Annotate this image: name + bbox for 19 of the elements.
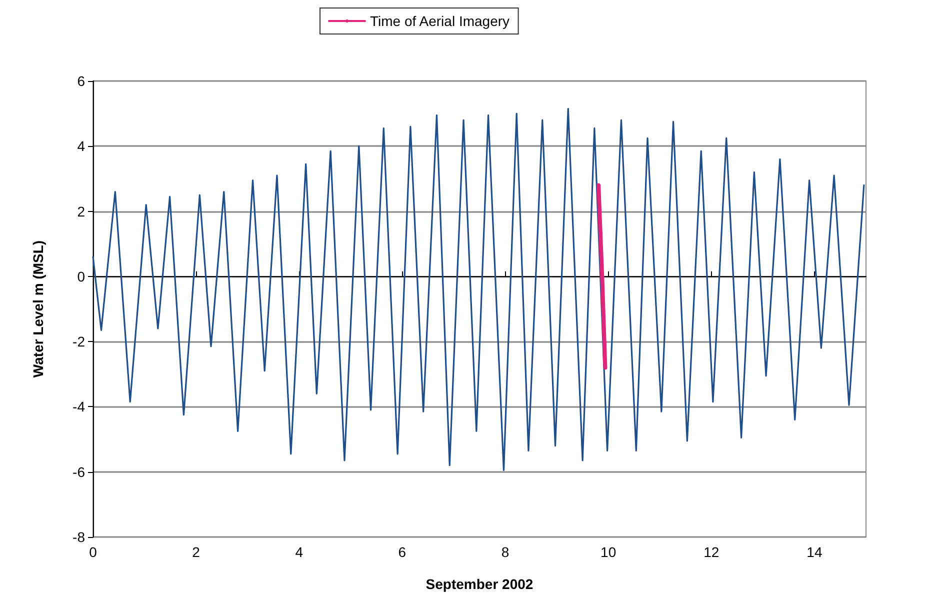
y-tick-label: -6 xyxy=(72,464,86,480)
legend-label: Time of Aerial Imagery xyxy=(370,13,510,29)
y-tick-label: 0 xyxy=(77,268,86,284)
x-axis-title: September 2002 xyxy=(426,576,534,592)
x-tick-label: 10 xyxy=(600,544,616,560)
x-tick-label: 14 xyxy=(806,544,822,560)
y-axis-title: Water Level m (MSL) xyxy=(30,240,46,378)
x-tick-label: 6 xyxy=(398,544,406,560)
x-tick-label: 8 xyxy=(501,544,510,560)
y-tick-label: -8 xyxy=(72,529,86,545)
x-tick-label: 12 xyxy=(704,544,720,560)
y-tick-label: 4 xyxy=(77,138,86,154)
y-tick-label: -2 xyxy=(72,334,86,350)
x-tick-label: 0 xyxy=(89,544,98,560)
y-tick-label: 6 xyxy=(77,73,86,89)
y-tick-label: 2 xyxy=(77,203,86,220)
x-tick-label: 4 xyxy=(295,544,304,560)
y-tick-label: -4 xyxy=(72,398,86,415)
x-tick-label: 2 xyxy=(192,544,200,560)
